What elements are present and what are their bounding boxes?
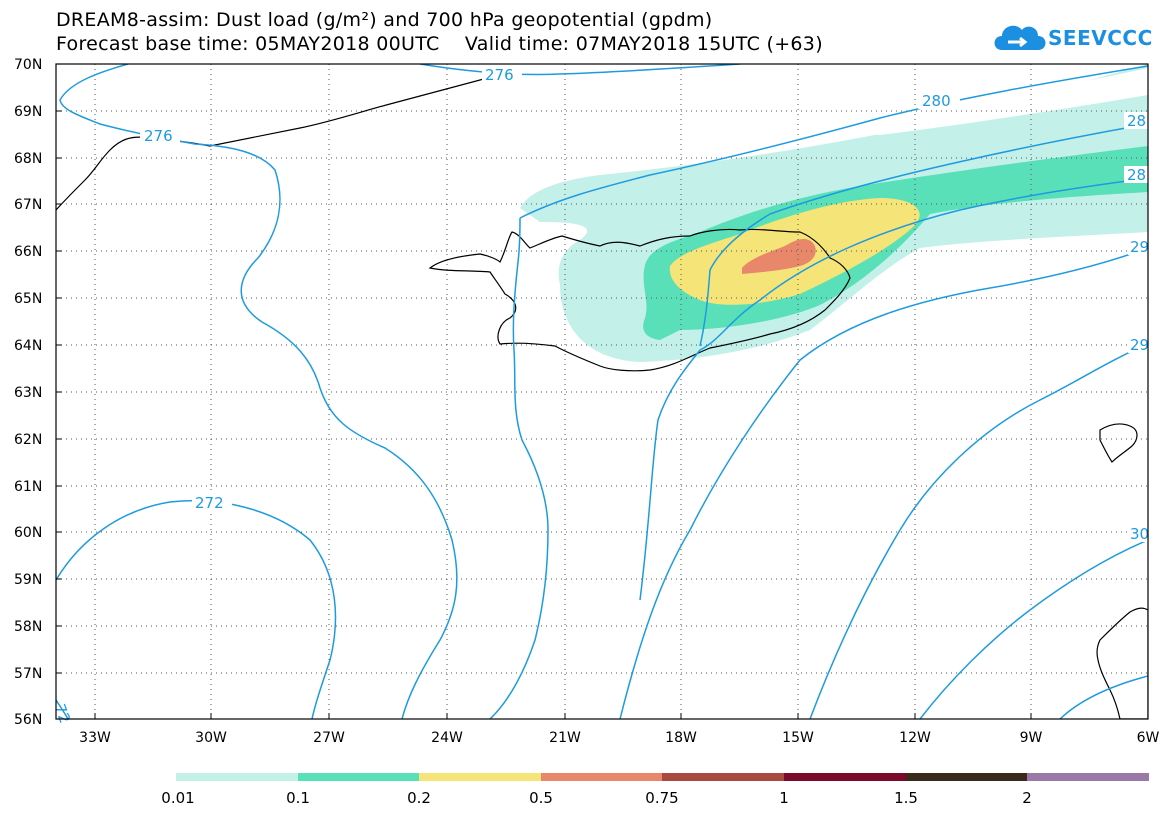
dust-area-0.5 xyxy=(742,239,816,274)
lat-label: 66N xyxy=(14,244,42,260)
contour-276 xyxy=(59,64,458,719)
legend-label: 0.5 xyxy=(529,789,553,807)
legend-label: 0.01 xyxy=(161,789,195,807)
cloud-icon xyxy=(994,25,1046,50)
lat-label: 63N xyxy=(14,385,42,401)
lat-label: 69N xyxy=(14,104,42,120)
lat-label: 68N xyxy=(14,151,42,167)
contour-label: 28 xyxy=(1127,166,1146,184)
lat-labels: 70N 69N 68N 67N 66N 65N 64N 63N 62N 61N … xyxy=(14,57,42,728)
lat-label: 60N xyxy=(14,525,42,541)
dust-shading xyxy=(520,64,1148,362)
contour-30 xyxy=(919,539,1148,719)
lat-label: 62N xyxy=(14,432,42,448)
lat-label: 58N xyxy=(14,619,42,635)
legend-swatch-1 xyxy=(176,773,298,781)
scotland-coast xyxy=(1096,607,1148,719)
contour-labels: 276 276 280 28 28 29 29 272 30 72 xyxy=(51,66,1149,726)
lat-label: 56N xyxy=(14,712,42,728)
logo-text: SEEVCCC xyxy=(1048,26,1153,50)
lon-label: 12W xyxy=(899,730,931,746)
contour-label: 29 xyxy=(1130,336,1149,354)
contour-label: 30 xyxy=(1130,525,1149,543)
lon-label: 18W xyxy=(665,730,697,746)
legend-label: 1 xyxy=(779,789,789,807)
dust-gap xyxy=(800,68,1148,135)
lat-label: 70N xyxy=(14,57,42,73)
lat-label: 57N xyxy=(14,666,42,682)
contour-label: 276 xyxy=(485,66,514,84)
legend-swatch-5 xyxy=(662,773,784,781)
lat-label: 65N xyxy=(14,291,42,307)
lon-label: 33W xyxy=(79,730,111,746)
legend-label: 0.2 xyxy=(407,789,431,807)
legend-swatch-7 xyxy=(906,773,1027,781)
contour-label: 29 xyxy=(1130,238,1149,256)
coastlines xyxy=(56,67,1148,719)
contour-276b xyxy=(489,217,549,719)
lat-label: 64N xyxy=(14,338,42,354)
contour-29a xyxy=(619,247,1148,719)
contour-28b xyxy=(639,177,1148,601)
lon-label: 15W xyxy=(782,730,814,746)
lon-labels: 33W 30W 27W 24W 21W 18W 15W 12W 9W 6W xyxy=(79,730,1159,746)
legend-swatch-2 xyxy=(298,773,419,781)
contour-label: 272 xyxy=(195,494,224,512)
legend-label: 1.5 xyxy=(894,789,918,807)
grid xyxy=(56,64,1148,719)
lat-label: 59N xyxy=(14,572,42,588)
lon-label: 9W xyxy=(1020,730,1043,746)
geopotential-contours xyxy=(56,64,1148,719)
legend-swatch-6 xyxy=(784,773,906,781)
ticks xyxy=(56,63,1032,719)
lat-label: 61N xyxy=(14,479,42,495)
contour-280 xyxy=(519,65,1148,219)
contour-label: 276 xyxy=(144,127,173,145)
legend-swatch-3 xyxy=(419,773,541,781)
legend-label: 0.75 xyxy=(645,789,679,807)
contour-276-top xyxy=(419,64,741,76)
contour-label: 280 xyxy=(922,92,951,110)
chart-subtitle: Forecast base time: 05MAY2018 00UTC Vali… xyxy=(56,33,823,55)
lon-label: 21W xyxy=(549,730,581,746)
legend-label: 2 xyxy=(1022,789,1032,807)
contour-28a xyxy=(699,123,1148,347)
iceland-coast xyxy=(428,228,851,372)
lon-label: 24W xyxy=(431,730,463,746)
lon-label: 6W xyxy=(1137,730,1160,746)
contour-e xyxy=(1059,675,1148,719)
contour-label: 72 xyxy=(51,702,74,726)
legend-swatch-4 xyxy=(541,773,662,781)
lon-label: 30W xyxy=(195,730,227,746)
contour-272 xyxy=(56,499,337,719)
legend-label: 0.1 xyxy=(286,789,310,807)
lat-label: 67N xyxy=(14,197,42,213)
contour-label: 28 xyxy=(1127,112,1146,130)
greenland-coast xyxy=(56,67,521,211)
contour-far-left xyxy=(56,699,69,719)
seevccc-logo: SEEVCCC xyxy=(990,14,1170,58)
legend-swatch-8 xyxy=(1027,773,1149,781)
lon-label: 27W xyxy=(313,730,345,746)
chart-title: DREAM8-assim: Dust load (g/m²) and 700 h… xyxy=(56,9,713,31)
contour-29b xyxy=(809,343,1148,719)
faroe-islands xyxy=(1099,423,1138,463)
